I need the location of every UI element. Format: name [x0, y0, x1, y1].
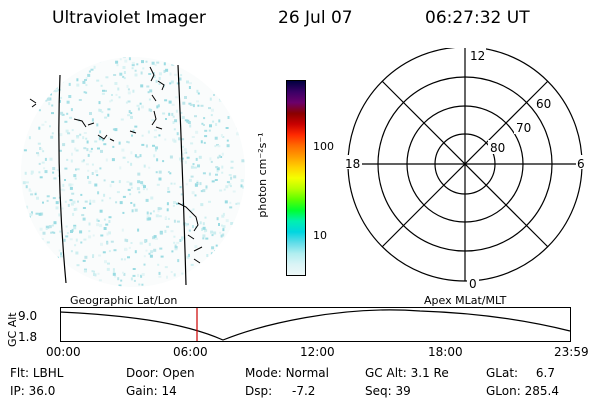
date-label: 26 Jul 07: [278, 8, 353, 28]
instrument-title: Ultraviolet Imager: [52, 8, 206, 28]
polar-mlt-plot: 12 0 18 6 60 70 80: [344, 48, 586, 290]
uv-image-disk: [21, 57, 245, 287]
geographic-title: Geographic Lat/Lon: [70, 294, 178, 307]
apex-title: Apex MLat/MLT: [424, 294, 507, 307]
longitude-line-east: [177, 64, 187, 286]
info-glon: GLon: 285.4: [486, 384, 559, 398]
x-tick-1800: 18:00: [428, 345, 463, 359]
lat-label-70: 70: [516, 121, 531, 135]
y-tick-1-8: 1.8: [18, 330, 38, 344]
info-door: Door: Open: [126, 366, 195, 380]
colorbar-unit-label: photon cm⁻²s⁻¹: [256, 132, 269, 218]
mlt-label-0: 0: [469, 277, 477, 290]
altitude-plot: [60, 307, 571, 342]
x-tick-1200: 12:00: [300, 345, 335, 359]
x-tick-0600: 06:00: [173, 345, 208, 359]
info-glat: GLat: 6.7: [486, 366, 556, 380]
mlt-label-6: 6: [577, 157, 585, 171]
mlt-label-18: 18: [345, 157, 360, 171]
altitude-plot-frame: [60, 307, 571, 342]
longitude-line-west: [58, 74, 67, 284]
colorbar: [286, 80, 306, 276]
info-mode: Mode: Normal: [245, 366, 329, 380]
x-tick-0000: 00:00: [46, 345, 81, 359]
info-gain: Gain: 14: [126, 384, 177, 398]
mlt-label-12: 12: [470, 49, 485, 63]
x-tick-2359: 23:59: [554, 345, 589, 359]
info-gc-alt: GC Alt: 3.1 Re: [365, 366, 449, 380]
polar-diagonal-2: [381, 80, 549, 248]
time-label: 06:27:32 UT: [425, 8, 530, 28]
coastline-outlines: [29, 66, 203, 264]
colorbar-tick-100: 100: [313, 140, 334, 153]
lat-label-80: 80: [490, 141, 505, 155]
info-ip: IP: 36.0: [10, 384, 56, 398]
y-tick-9: 9.0: [18, 309, 38, 323]
altitude-curve: [60, 309, 571, 341]
uv-image-panel: [21, 57, 245, 287]
lat-label-60: 60: [536, 97, 551, 111]
info-dsp: Dsp: -7.2: [245, 384, 316, 398]
info-seq: Seq: 39: [365, 384, 411, 398]
colorbar-tick-10: 10: [313, 229, 327, 242]
info-flt: Flt: LBHL: [10, 366, 64, 380]
